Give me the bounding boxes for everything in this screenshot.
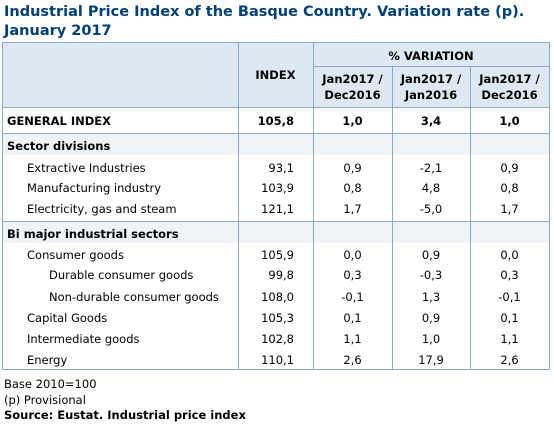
section-title-bi: Bi major industrial sectors [7,227,179,241]
row-label: Manufacturing industry [27,181,162,195]
header-col2-line1: Jan2017 / [400,72,462,86]
header-col3-line1: Jan2017 / [479,72,540,86]
general-var-1: 1,0 [342,114,363,128]
grid-vline [470,66,471,369]
footnote-source: Source: Eustat. Industrial price index [4,408,246,422]
grid-hline [3,107,549,108]
row-var-2: 4,8 [421,181,441,195]
row-var-2: 0,9 [421,311,441,325]
grid-vline [238,43,239,369]
row-var-2: 1,0 [421,332,441,346]
row-var-2: -0,3 [419,268,443,282]
header-col2-line2: Jan2016 [404,88,458,102]
row-var-3: 0,1 [500,311,519,325]
row-label: Intermediate goods [27,332,140,346]
grid-hline [3,133,549,134]
row-label: Consumer goods [27,248,124,262]
row-label: Electricity, gas and steam [27,202,177,216]
row-index: 105,3 [261,311,294,325]
section-background-sectors [3,133,549,155]
general-var-2: 3,4 [420,114,442,128]
row-var-2: 17,9 [418,353,444,367]
footnote-provisional: (p) Provisional [4,393,86,407]
row-label: Durable consumer goods [49,268,194,282]
row-var-1: 1,7 [343,202,362,216]
table-header-background [3,43,549,107]
row-index: 99,8 [268,268,294,282]
row-var-1: 0,8 [343,181,362,195]
general-index-label: GENERAL INDEX [7,114,112,128]
row-var-3: 0,0 [500,248,519,262]
row-index: 93,1 [268,161,294,175]
row-var-1: 2,6 [343,353,362,367]
report-title: Industrial Price Index of the Basque Cou… [4,3,552,41]
row-var-3: 0,8 [500,181,519,195]
row-var-3: -0,1 [498,290,521,304]
row-var-1: 0,0 [343,248,362,262]
row-label: Non-durable consumer goods [49,290,219,304]
grid-vline [392,66,393,369]
grid-vline [313,43,314,369]
row-index: 103,9 [261,181,294,195]
row-index: 102,8 [261,332,294,346]
row-var-3: 2,6 [500,353,519,367]
grid-hline [313,66,549,67]
row-label: Capital Goods [27,311,108,325]
row-var-3: 1,1 [500,332,519,346]
row-index: 108,0 [261,290,294,304]
row-var-1: -0,1 [341,290,364,304]
section-title-sectors: Sector divisions [7,139,111,153]
row-label: Energy [27,353,68,367]
header-index: INDEX [255,68,296,82]
row-var-1: 0,9 [343,161,362,175]
header-col3-line2: Dec2016 [481,88,538,102]
row-var-1: 0,1 [343,311,362,325]
row-var-3: 0,9 [500,161,519,175]
row-var-1: 1,1 [343,332,362,346]
row-label: Extractive Industries [27,161,146,175]
header-col1-line2: Dec2016 [324,88,381,102]
row-index: 121,1 [261,202,294,216]
row-var-2: 1,3 [421,290,441,304]
grid-hline [3,221,549,222]
header-variation: % VARIATION [388,49,474,63]
row-var-3: 0,3 [500,268,519,282]
title-line-2: January 2017 [4,23,112,39]
row-var-2: -5,0 [419,202,443,216]
general-index-value: 105,8 [257,114,294,128]
title-line-1: Industrial Price Index of the Basque Cou… [4,4,525,20]
general-var-3: 1,0 [499,114,520,128]
table-frame [2,42,550,370]
header-col1-line1: Jan2017 / [322,72,383,86]
row-var-2: 0,9 [421,248,441,262]
footnote-base: Base 2010=100 [4,377,97,391]
row-var-2: -2,1 [419,161,443,175]
row-index: 105,9 [261,248,294,262]
row-var-3: 1,7 [500,202,519,216]
row-var-1: 0,3 [343,268,362,282]
row-index: 110,1 [261,353,294,367]
section-background-bi [3,221,549,243]
